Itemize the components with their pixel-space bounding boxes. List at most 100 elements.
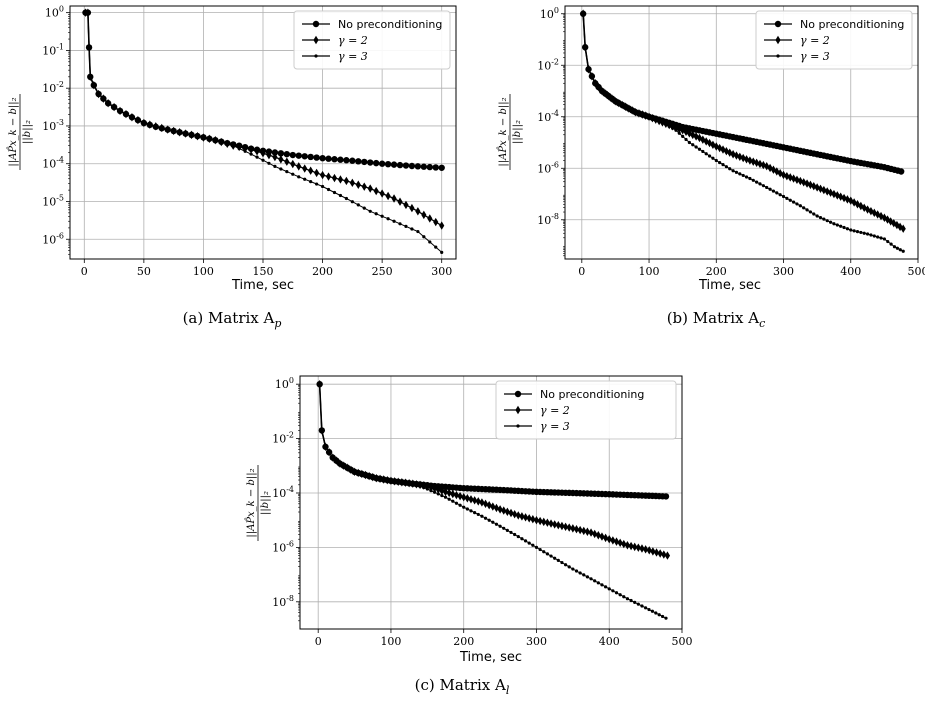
data-point <box>439 221 445 230</box>
data-point <box>607 94 611 98</box>
data-point <box>404 224 408 228</box>
data-point <box>86 11 90 15</box>
data-point <box>530 515 536 524</box>
x-tick-label: 250 <box>372 265 393 278</box>
data-point <box>516 534 520 539</box>
data-point <box>527 541 531 545</box>
data-point <box>811 181 817 191</box>
data-point <box>635 543 641 552</box>
y-tick-label: 10-4 <box>537 109 559 124</box>
data-point <box>798 204 802 208</box>
x-tick-label: 500 <box>672 635 693 648</box>
data-point <box>808 210 813 214</box>
data-point <box>730 150 736 159</box>
data-point <box>531 543 535 547</box>
data-point <box>542 550 546 554</box>
data-point <box>697 147 702 151</box>
data-point <box>308 166 314 175</box>
data-point <box>795 202 799 206</box>
data-point <box>201 135 206 140</box>
data-point <box>297 175 301 179</box>
data-point <box>374 212 378 216</box>
data-point <box>124 112 128 116</box>
data-point <box>323 445 328 449</box>
data-point <box>453 490 460 500</box>
data-point <box>653 548 660 557</box>
data-point <box>617 101 621 105</box>
data-point <box>360 472 364 476</box>
data-point <box>821 185 827 195</box>
data-point <box>136 118 140 122</box>
x-tick-label: 0 <box>578 265 585 278</box>
data-point <box>390 161 398 168</box>
data-point <box>710 140 716 150</box>
data-point <box>571 567 575 571</box>
data-point <box>775 191 779 195</box>
data-point <box>284 157 290 166</box>
data-point <box>462 505 466 509</box>
data-point <box>785 196 789 200</box>
data-point <box>731 169 735 173</box>
data-point <box>828 220 833 224</box>
data-point <box>148 123 152 127</box>
data-point <box>458 503 462 507</box>
data-point <box>331 173 338 183</box>
data-point <box>266 150 272 160</box>
series-line-2 <box>85 12 443 253</box>
data-point <box>757 159 763 169</box>
x-tick-label: 200 <box>453 635 474 648</box>
data-point <box>371 475 375 479</box>
data-point <box>767 163 773 173</box>
data-point <box>621 539 627 549</box>
data-point <box>96 92 101 96</box>
legend: No preconditioning γ = 2 γ = 3 <box>495 380 677 440</box>
data-point <box>677 131 681 135</box>
data-point <box>296 162 302 171</box>
y-axis-label: ||AP̂x_k − b||₂ ||b||₂ <box>497 94 523 170</box>
data-point <box>805 208 809 212</box>
data-point <box>780 170 787 180</box>
data-point <box>643 545 649 554</box>
data-point <box>718 160 722 165</box>
x-tick-label: 500 <box>908 265 925 278</box>
data-point <box>600 583 604 587</box>
data-point <box>640 604 644 608</box>
data-point <box>380 214 384 218</box>
y-tick-label: 10-4 <box>272 485 294 500</box>
data-point <box>754 158 760 168</box>
caption: (c) Matrix Al <box>415 676 510 697</box>
data-point <box>355 158 362 165</box>
data-point <box>367 184 373 193</box>
legend-entry: No preconditioning <box>540 388 644 401</box>
legend: No preconditioning γ = 2 γ = 3 <box>755 10 913 70</box>
legend-entry: γ = 3 <box>540 420 570 433</box>
y-axis-ticks: 100 10-1 10-2 10-3 10-4 10-5 10-6 <box>42 5 70 255</box>
data-point <box>338 462 342 466</box>
legend-marker <box>775 35 781 45</box>
data-point <box>260 149 266 158</box>
data-point <box>290 159 296 169</box>
data-point <box>409 203 415 213</box>
data-point <box>606 535 612 544</box>
data-point <box>582 573 586 577</box>
data-point <box>768 187 772 191</box>
data-point <box>319 170 326 180</box>
data-point <box>428 240 432 244</box>
data-point <box>797 176 803 186</box>
data-point <box>231 144 235 148</box>
data-point <box>876 235 880 239</box>
data-point <box>822 217 826 221</box>
data-point <box>343 176 349 186</box>
data-point <box>356 471 360 475</box>
data-point <box>403 200 409 210</box>
data-point <box>420 163 428 170</box>
data-point <box>526 514 532 523</box>
caption: (b) Matrix Ac <box>667 309 766 330</box>
data-point <box>396 161 404 169</box>
data-point <box>378 160 386 167</box>
data-point <box>356 203 360 207</box>
data-point <box>706 138 713 148</box>
data-point <box>493 503 500 513</box>
data-point <box>225 142 229 146</box>
